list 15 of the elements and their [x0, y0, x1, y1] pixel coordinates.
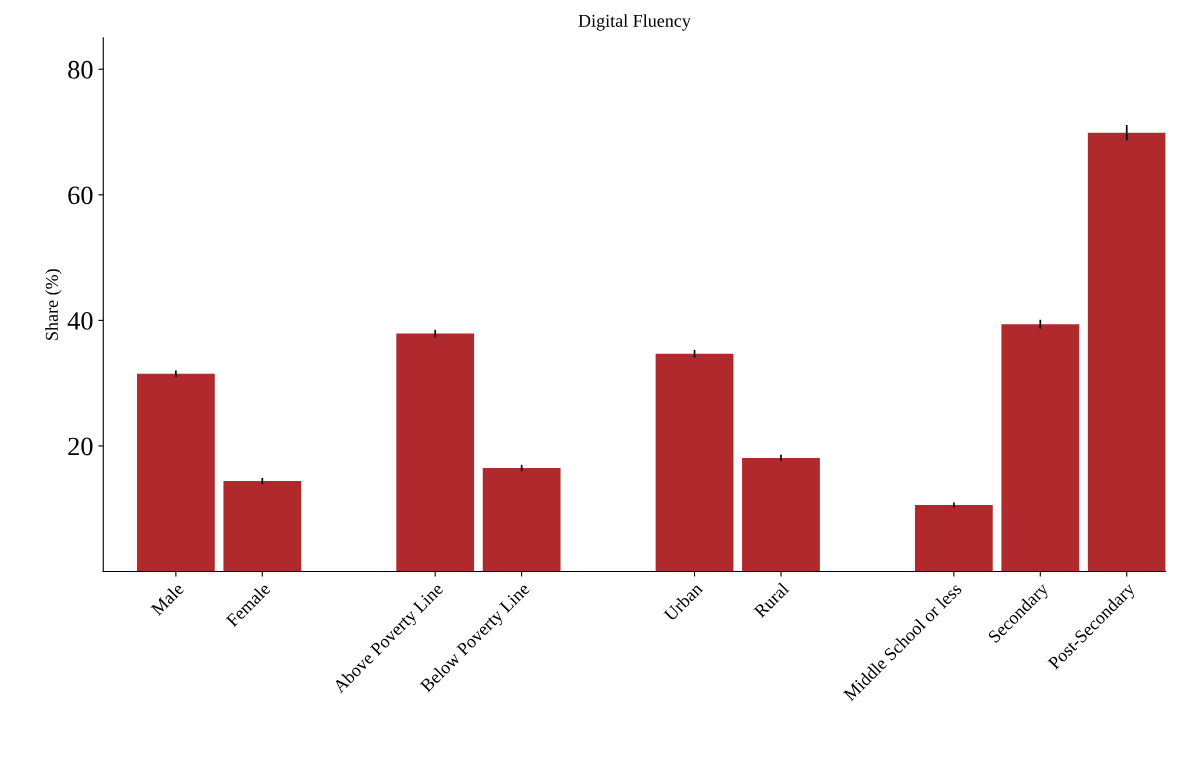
bar [482, 467, 561, 572]
bar [1001, 324, 1080, 572]
y-tick-label: 60 [68, 186, 93, 205]
bar [223, 481, 302, 572]
bar [396, 333, 475, 572]
y-tick-label: 80 [68, 60, 93, 79]
bar [742, 457, 820, 572]
y-tick-label: 20 [68, 437, 93, 456]
chart-title: Digital Fluency [578, 14, 691, 31]
bar [1087, 132, 1166, 572]
bar [655, 353, 734, 572]
bar [914, 504, 993, 572]
y-axis-title: Share (%) [45, 269, 62, 340]
bar [136, 373, 215, 572]
y-tick-label: 40 [67, 312, 93, 330]
